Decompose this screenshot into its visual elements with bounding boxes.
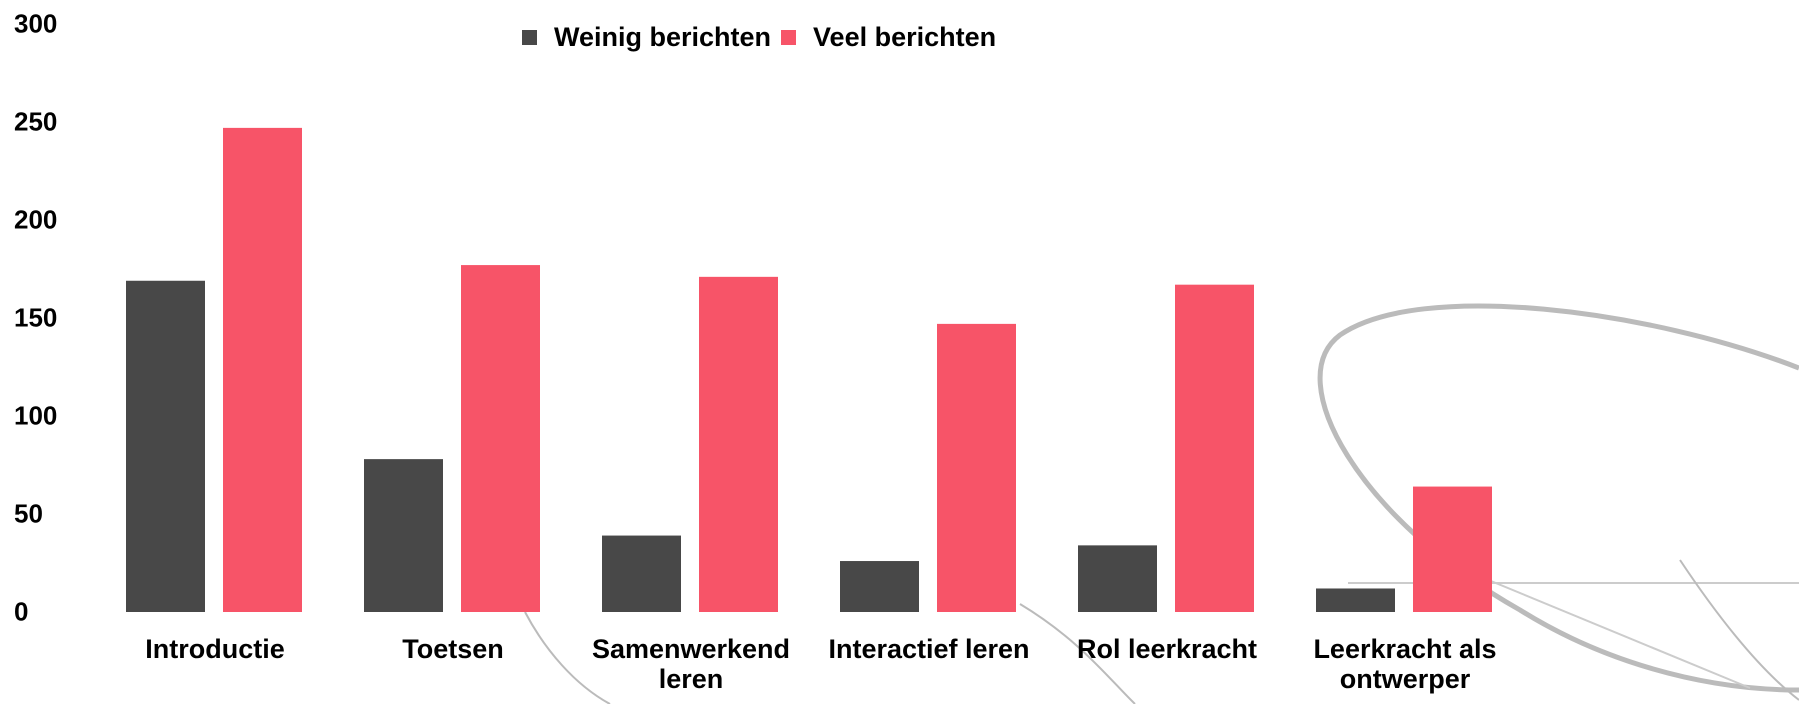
x-tick-label: Toetsen: [334, 634, 572, 664]
plot: [0, 0, 1799, 704]
legend-label: Veel berichten: [813, 22, 996, 53]
y-tick-label: 200: [14, 205, 57, 236]
bar: [364, 459, 443, 612]
y-tick-label: 250: [14, 107, 57, 138]
bar: [461, 265, 540, 612]
bar: [699, 277, 778, 612]
bar: [602, 536, 681, 612]
bar: [840, 561, 919, 612]
x-tick-label: Interactief leren: [810, 634, 1048, 664]
x-tick-label: Samenwerkend leren: [572, 634, 810, 694]
bar: [1175, 285, 1254, 612]
legend-swatch: [781, 30, 796, 45]
y-tick-label: 300: [14, 9, 57, 40]
bar: [1078, 545, 1157, 612]
legend-swatch: [522, 30, 537, 45]
y-tick-label: 0: [14, 597, 28, 628]
y-tick-label: 100: [14, 401, 57, 432]
legend-label: Weinig berichten: [554, 22, 771, 53]
bar: [1413, 487, 1492, 612]
bar: [937, 324, 1016, 612]
deco-arc: [1320, 306, 1799, 690]
chart: Weinig berichten Veel berichten 0 50 100 150…: [0, 0, 1799, 704]
x-tick-label: Rol leerkracht: [1048, 634, 1286, 664]
legend: Weinig berichten Veel berichten: [522, 22, 996, 53]
bar: [223, 128, 302, 612]
bar: [126, 281, 205, 612]
y-tick-label: 150: [14, 303, 57, 334]
x-tick-label: Leerkracht als ontwerper: [1286, 634, 1524, 694]
x-tick-label: Introductie: [96, 634, 334, 664]
y-tick-label: 50: [14, 499, 43, 530]
bar: [1316, 588, 1395, 612]
